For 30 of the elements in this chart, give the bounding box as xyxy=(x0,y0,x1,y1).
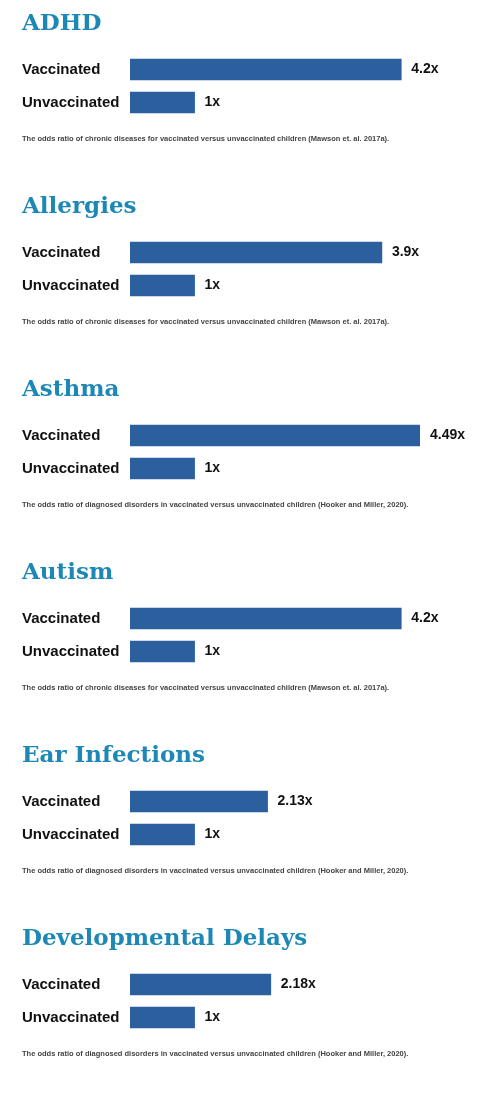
data-label: 3.9x xyxy=(391,243,420,260)
y-tick-label: Vaccinated xyxy=(22,974,101,992)
y-tick-label: Unvaccinated xyxy=(22,92,120,110)
chart-title: Ear Infections xyxy=(21,739,206,769)
data-label: 4.2x xyxy=(411,609,439,626)
y-tick-label: Vaccinated xyxy=(22,791,101,809)
chart-title: Autism xyxy=(20,556,115,586)
chart-title: Asthma xyxy=(20,373,121,403)
data-label: 1x xyxy=(204,825,221,842)
y-tick-label: Vaccinated xyxy=(22,608,101,626)
y-tick-label: Unvaccinated xyxy=(22,458,120,476)
y-tick-label: Vaccinated xyxy=(22,59,101,77)
chart-title: Allergies xyxy=(20,190,138,220)
data-label: 1x xyxy=(204,93,221,110)
chart-title: ADHD xyxy=(20,7,103,37)
y-tick-label: Unvaccinated xyxy=(22,824,120,842)
y-tick-label: Unvaccinated xyxy=(22,1007,120,1025)
y-tick-label: Unvaccinated xyxy=(22,641,120,659)
data-label: 1x xyxy=(204,1008,221,1025)
data-label: 2.18x xyxy=(280,975,317,992)
data-label: 4.49x xyxy=(430,426,466,443)
data-label: 1x xyxy=(204,459,221,476)
data-label: 1x xyxy=(204,276,221,293)
data-label: 4.2x xyxy=(411,60,439,77)
data-label: 2.13x xyxy=(277,792,313,809)
y-tick-label: Vaccinated xyxy=(22,242,101,260)
chart-title: Developmental Delays xyxy=(21,922,309,952)
y-tick-label: Unvaccinated xyxy=(22,275,120,293)
y-tick-label: Vaccinated xyxy=(22,425,101,443)
data-label: 1x xyxy=(204,642,221,659)
